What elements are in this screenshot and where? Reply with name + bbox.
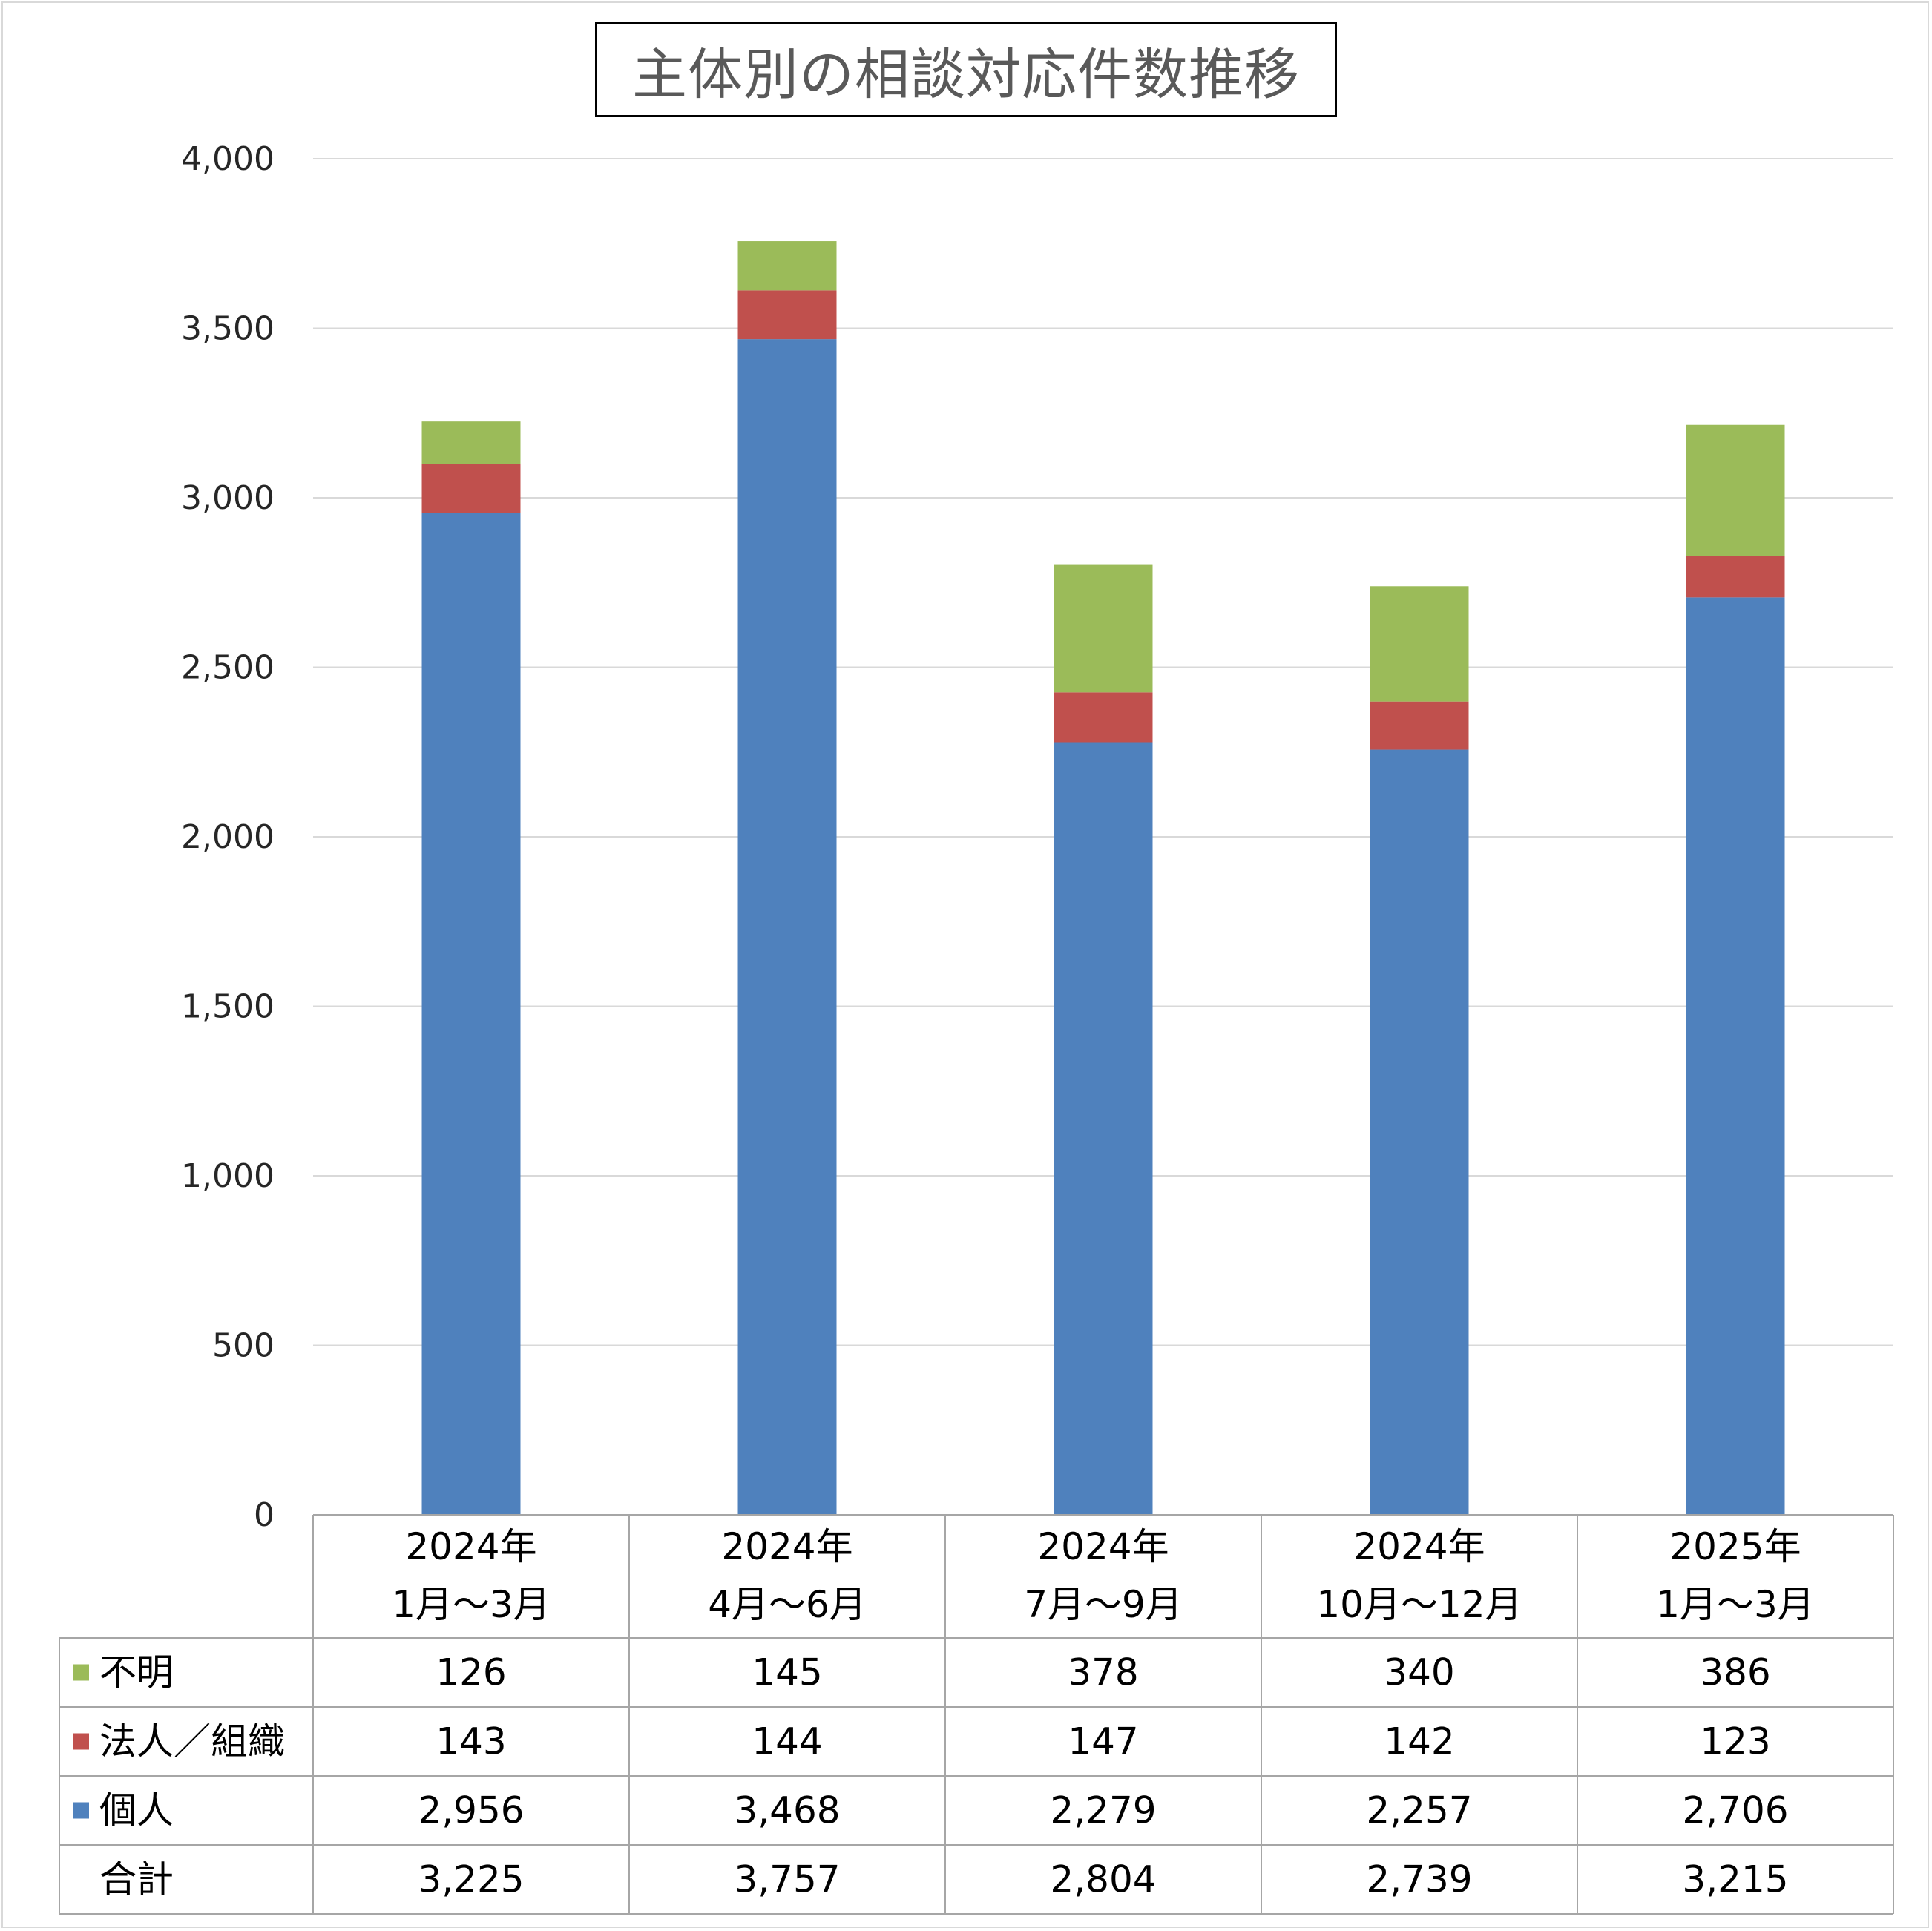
y-tick-label: 0 (254, 1496, 275, 1534)
total-label: 2,804 (1050, 1858, 1156, 1901)
y-tick-label: 3,500 (181, 310, 275, 348)
data-label: 2,257 (1366, 1789, 1472, 1832)
bar-segment-individual (1686, 597, 1785, 1516)
bar-segment-unknown (1054, 564, 1153, 693)
data-label: 386 (1700, 1651, 1770, 1694)
bar-segment-individual (737, 339, 837, 1515)
data-label: 144 (752, 1720, 822, 1763)
y-tick-label: 1,000 (181, 1157, 275, 1195)
category-label-year: 2024年 (1353, 1525, 1485, 1568)
y-tick-label: 3,000 (181, 479, 275, 517)
y-tick-label: 500 (212, 1327, 275, 1365)
legend-key-individual (73, 1802, 89, 1819)
data-label: 2,706 (1682, 1789, 1788, 1832)
category-label-period: 10月～12月 (1316, 1583, 1522, 1626)
total-label: 3,215 (1682, 1858, 1788, 1901)
data-label: 3,468 (734, 1789, 840, 1832)
bar-segment-individual (1054, 742, 1153, 1515)
total-label: 3,225 (418, 1858, 524, 1901)
table-row-label: 法人／組織 (99, 1720, 285, 1763)
table-row-label: 個人 (99, 1789, 174, 1832)
bar-segment-unknown (1370, 586, 1469, 702)
bar-segment-individual (1370, 749, 1469, 1515)
data-label: 142 (1384, 1720, 1454, 1763)
data-label: 143 (436, 1720, 506, 1763)
data-label: 147 (1068, 1720, 1138, 1763)
data-label: 2,956 (418, 1789, 524, 1832)
category-label-period: 1月～3月 (392, 1583, 551, 1626)
legend-key-corporate (73, 1733, 89, 1750)
category-label-year: 2024年 (405, 1525, 536, 1568)
data-label: 378 (1068, 1651, 1138, 1694)
category-label-period: 4月～6月 (708, 1583, 867, 1626)
bar-segment-unknown (1686, 424, 1785, 556)
bar-segment-unknown (737, 241, 837, 291)
total-label: 3,757 (734, 1858, 840, 1901)
bar-segment-individual (421, 513, 521, 1516)
bar-segment-corporate (1686, 556, 1785, 598)
category-label-period: 1月～3月 (1656, 1583, 1815, 1626)
chart-title: 主体別の相談対応件数推移 (595, 22, 1337, 117)
data-label: 126 (436, 1651, 506, 1694)
y-tick-label: 4,000 (181, 140, 275, 178)
y-tick-label: 1,500 (181, 988, 275, 1026)
bar-segment-unknown (421, 421, 521, 464)
y-tick-label: 2,000 (181, 818, 275, 856)
category-label-period: 7月～9月 (1024, 1583, 1183, 1626)
bar-segment-corporate (421, 464, 521, 513)
category-label-year: 2024年 (1037, 1525, 1169, 1568)
legend-key-unknown (73, 1664, 89, 1681)
bar-segment-corporate (1370, 701, 1469, 750)
bar-segment-corporate (1054, 692, 1153, 743)
data-label: 2,279 (1050, 1789, 1156, 1832)
data-label: 123 (1700, 1720, 1770, 1763)
data-label: 340 (1384, 1651, 1454, 1694)
total-label: 2,739 (1366, 1858, 1472, 1901)
data-label: 145 (752, 1651, 822, 1694)
category-label-year: 2025年 (1669, 1525, 1801, 1568)
y-tick-label: 2,500 (181, 649, 275, 687)
category-label-year: 2024年 (721, 1525, 852, 1568)
bar-segment-corporate (737, 290, 837, 340)
table-row-label: 不明 (99, 1651, 174, 1694)
table-row-label: 合計 (99, 1858, 174, 1901)
